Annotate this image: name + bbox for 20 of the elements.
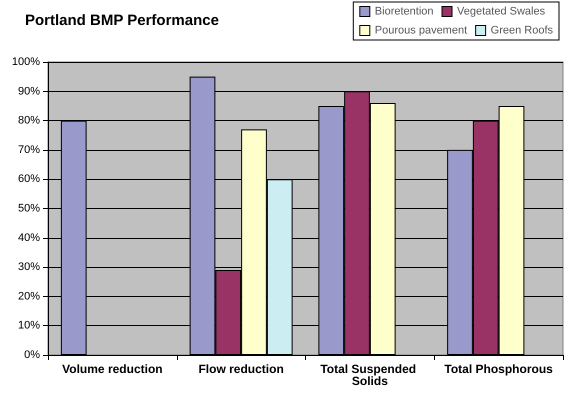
y-tick-label: 40% xyxy=(18,232,40,244)
y-tick-label: 50% xyxy=(18,202,40,214)
y-tick-label: 70% xyxy=(18,144,40,156)
x-tick-label: Volume reduction xyxy=(62,362,163,376)
x-tick-label: Flow reduction xyxy=(198,362,284,376)
legend-label: Pourous pavement xyxy=(374,24,468,36)
x-tick-label: Total Phosphorous xyxy=(444,362,554,376)
y-tick-label: 100% xyxy=(12,56,40,68)
y-tick-label: 60% xyxy=(18,173,40,186)
legend-label: Green Roofs xyxy=(490,24,554,36)
y-tick-label: 80% xyxy=(18,114,40,127)
y-tick-label: 30% xyxy=(18,261,40,274)
y-tick-label: 90% xyxy=(18,85,40,98)
legend-label: Bioretention xyxy=(374,6,434,18)
chart-title: Portland BMP Performance xyxy=(25,12,219,29)
y-tick-label: 0% xyxy=(24,349,40,361)
x-tick-label: Total Suspended Solids xyxy=(320,362,420,388)
legend-label: Vegetated Swales xyxy=(457,6,546,18)
y-tick-label: 20% xyxy=(18,290,40,302)
y-tick-label: 10% xyxy=(18,320,40,332)
